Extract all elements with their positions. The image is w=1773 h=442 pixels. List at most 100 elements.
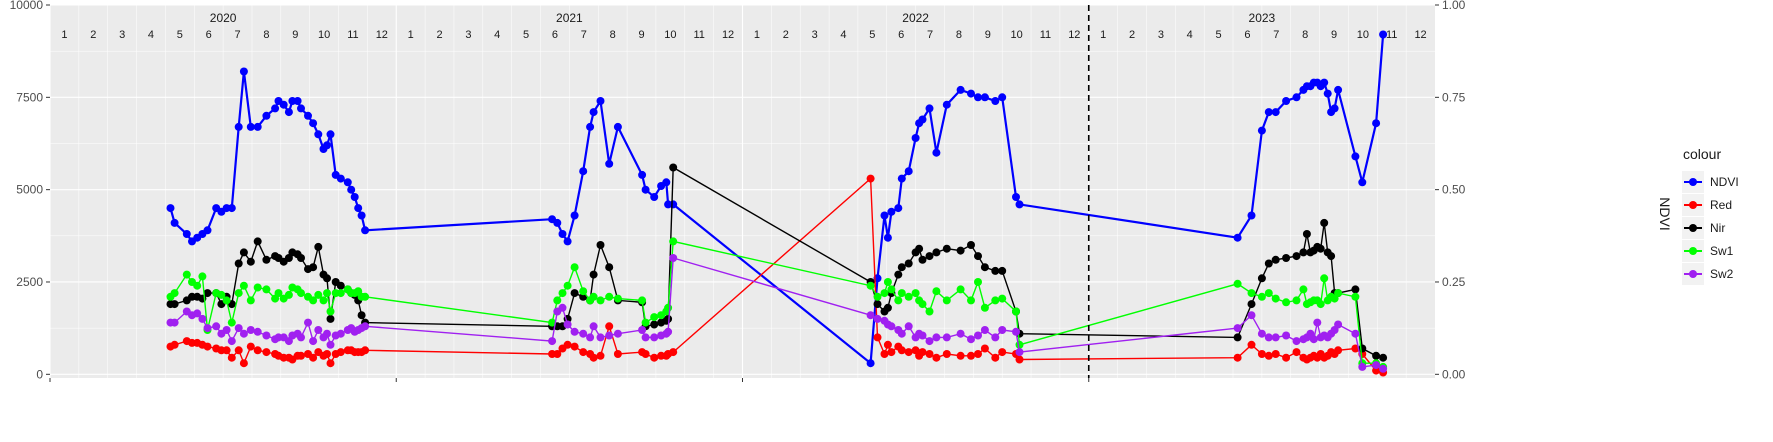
data-point-ndvi <box>239 67 248 76</box>
year-label: 2020 <box>210 11 237 25</box>
data-point-sw1 <box>274 289 283 298</box>
month-label: 5 <box>869 29 875 41</box>
data-point-ndvi <box>1015 200 1024 209</box>
data-point-sw1 <box>904 292 913 301</box>
data-point-sw1 <box>1247 289 1256 298</box>
data-point-ndvi <box>182 230 191 238</box>
year-labels: 2020 2021 2022 2023 <box>210 11 1276 25</box>
data-point-sw1 <box>309 296 318 305</box>
month-label: 9 <box>1331 29 1337 41</box>
month-label: 1 <box>408 29 414 41</box>
data-point-nir <box>669 163 678 172</box>
data-point-ndvi <box>1379 30 1388 39</box>
month-label: 2 <box>783 29 789 41</box>
data-point-sw2 <box>925 337 934 346</box>
data-point-red <box>925 350 934 358</box>
data-point-nir <box>1282 254 1291 262</box>
data-point-red <box>1271 350 1280 358</box>
data-point-sw2 <box>980 326 989 334</box>
data-point-nir <box>170 300 179 309</box>
data-point-nir <box>915 244 924 253</box>
data-point-sw1 <box>563 281 572 290</box>
month-label: 9 <box>292 29 298 41</box>
data-point-sw2 <box>262 331 271 340</box>
month-label: 9 <box>985 29 991 41</box>
data-point-sw1 <box>227 318 236 327</box>
data-point-nir <box>980 263 989 272</box>
data-point-sw1 <box>873 292 882 301</box>
year-label: 2021 <box>556 11 583 25</box>
data-point-sw2 <box>918 331 927 340</box>
data-point-sw2 <box>967 335 975 344</box>
month-label: 2 <box>90 29 96 41</box>
data-point-sw2 <box>570 327 579 336</box>
axes: 0 2500 5000 7500 10000 0.00 0.25 0.50 0.75 1.00 <box>10 0 1466 382</box>
data-point-ndvi <box>579 167 588 176</box>
legend-label: Sw1 <box>1710 244 1734 258</box>
data-point-red <box>980 344 989 353</box>
month-label: 7 <box>581 29 587 41</box>
data-point-sw2 <box>548 337 557 346</box>
data-point-sw1 <box>1320 274 1329 283</box>
data-point-nir <box>942 244 951 253</box>
data-point-red <box>904 348 913 357</box>
data-point-red <box>553 350 562 358</box>
data-point-nir <box>1299 248 1308 257</box>
data-point-sw2 <box>1015 348 1024 357</box>
month-label: 12 <box>376 29 388 41</box>
data-point-nir <box>1320 218 1329 227</box>
y2-tick-label: 0.00 <box>1442 367 1466 381</box>
data-point-ndvi <box>336 174 345 183</box>
data-point-nir <box>1264 259 1273 268</box>
data-point-sw1 <box>669 237 678 246</box>
data-point-sw1 <box>239 281 248 290</box>
data-point-red <box>887 348 896 357</box>
data-point-ndvi <box>234 122 243 131</box>
data-point-nir <box>596 241 605 249</box>
data-point-sw1 <box>956 285 965 294</box>
data-point-sw2 <box>314 326 323 334</box>
data-point-nir <box>974 252 982 261</box>
data-point-nir <box>883 303 892 312</box>
data-point-ndvi <box>1282 97 1291 105</box>
data-point-ndvi <box>596 97 605 105</box>
data-point-sw1 <box>234 289 243 298</box>
data-point-sw2 <box>589 322 598 331</box>
data-point-nir <box>1257 274 1266 283</box>
legend-key-marker <box>1689 270 1697 278</box>
data-point-sw1 <box>253 283 262 292</box>
month-label: 1 <box>61 29 67 41</box>
data-point-sw1 <box>613 294 622 303</box>
data-point-ndvi <box>911 134 920 142</box>
data-point-sw1 <box>998 294 1007 303</box>
data-point-nir <box>967 241 975 249</box>
data-point-ndvi <box>166 204 175 213</box>
data-point-nir <box>246 257 255 266</box>
data-point-sw2 <box>1233 324 1242 333</box>
data-point-sw1 <box>222 296 231 305</box>
data-point-nir <box>570 289 579 298</box>
data-point-red <box>239 359 248 368</box>
data-point-sw2 <box>942 333 951 342</box>
data-point-sw2 <box>1247 311 1256 320</box>
data-point-sw1 <box>638 296 647 305</box>
year-label: 2022 <box>902 11 929 25</box>
y-tick-label: 10000 <box>10 0 44 12</box>
month-label: 12 <box>722 29 734 41</box>
data-point-red <box>1292 348 1301 357</box>
data-point-nir <box>1351 285 1360 294</box>
data-point-nir <box>253 237 262 246</box>
legend-key-marker <box>1689 201 1697 209</box>
month-label: 10 <box>1010 29 1022 41</box>
data-point-nir <box>925 252 934 261</box>
data-point-sw1 <box>1299 285 1308 294</box>
data-point-sw2 <box>641 333 650 342</box>
data-point-ndvi <box>925 104 934 113</box>
month-label: 11 <box>1386 29 1397 41</box>
month-label: 8 <box>610 29 616 41</box>
data-point-ndvi <box>638 170 647 179</box>
month-label: 8 <box>263 29 269 41</box>
data-point-sw2 <box>1351 329 1360 338</box>
data-point-sw2 <box>586 333 595 342</box>
data-point-red <box>170 340 179 349</box>
